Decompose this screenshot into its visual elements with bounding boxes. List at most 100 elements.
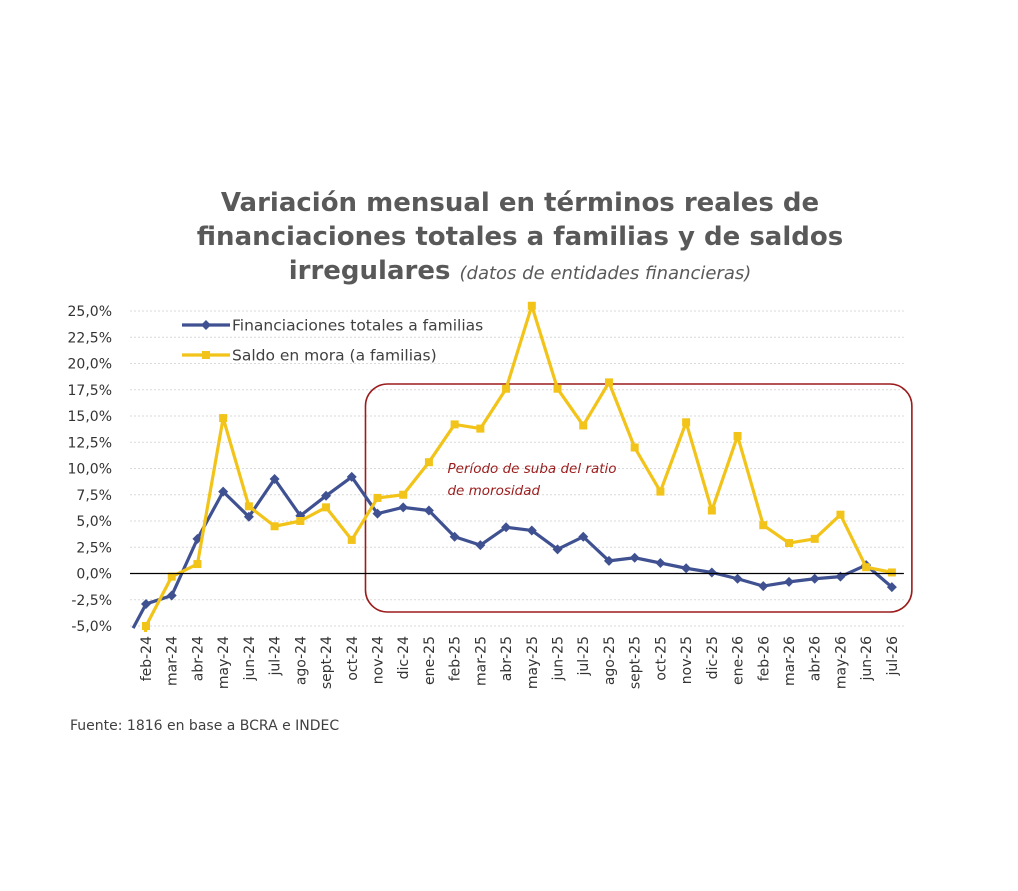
data-point-mora	[244, 502, 253, 511]
data-point-mora	[167, 572, 176, 581]
y-tick-label: -2,5%	[71, 593, 112, 609]
x-tick-label: oct-24	[345, 636, 361, 681]
data-point-mora	[579, 421, 588, 430]
x-tick-label: jun-24	[242, 636, 258, 682]
data-point-mora	[527, 301, 536, 310]
chart-subtitle: (datos de entidades financieras)	[459, 263, 752, 284]
source-note: Fuente: 1816 en base a BCRA e INDEC	[70, 718, 340, 734]
y-tick-label: 15,0%	[68, 409, 112, 425]
legend-label-financiaciones: Financiaciones totales a familias	[232, 317, 483, 335]
data-point-financiaciones	[886, 582, 897, 593]
data-point-mora	[836, 510, 845, 519]
data-point-mora	[887, 568, 896, 577]
x-tick-label: may-24	[216, 636, 232, 689]
x-tick-label: jul-24	[268, 636, 284, 677]
x-tick-label: feb-26	[756, 636, 772, 681]
data-point-mora	[553, 384, 562, 393]
annotation-line-2: de morosidad	[447, 483, 540, 499]
x-tick-label: jul-26	[885, 636, 901, 677]
data-point-financiaciones	[578, 531, 589, 542]
data-point-mora	[630, 443, 639, 452]
y-tick-label: 10,0%	[68, 462, 112, 478]
x-tick-label: feb-24	[139, 636, 155, 681]
annotation-line-1: Período de suba del ratio	[447, 461, 616, 477]
data-point-financiaciones	[706, 567, 717, 578]
x-tick-label: abr-25	[499, 636, 515, 681]
data-point-financiaciones	[758, 581, 769, 592]
x-tick-label: feb-25	[448, 636, 464, 681]
y-tick-label: -5,0%	[71, 619, 112, 635]
data-point-mora	[450, 420, 459, 429]
data-point-mora	[707, 506, 716, 515]
data-point-financiaciones	[552, 544, 563, 555]
data-point-mora	[322, 503, 331, 512]
x-tick-label: abr-26	[808, 636, 824, 681]
y-tick-label: 7,5%	[76, 488, 112, 504]
y-tick-label: 12,5%	[68, 435, 112, 451]
data-point-financiaciones	[732, 573, 743, 584]
x-tick-label: sept-24	[319, 636, 335, 689]
y-tick-label: 17,5%	[68, 383, 112, 399]
data-point-mora	[604, 378, 613, 387]
x-tick-label: ene-26	[731, 636, 747, 685]
data-point-financiaciones	[501, 522, 512, 533]
data-point-mora	[733, 431, 742, 440]
data-point-financiaciones	[372, 508, 383, 519]
legend-marker-mora	[202, 351, 210, 359]
data-point-mora	[399, 490, 408, 499]
data-point-financiaciones	[141, 598, 151, 609]
data-point-financiaciones	[166, 590, 177, 601]
data-point-mora	[810, 534, 819, 543]
y-tick-label: 2,5%	[76, 540, 112, 556]
legend-marker-financiaciones	[201, 320, 211, 330]
data-point-financiaciones	[243, 511, 254, 522]
data-point-mora	[373, 493, 382, 502]
data-point-financiaciones	[655, 558, 666, 568]
y-tick-label: 5,0%	[76, 514, 112, 530]
data-point-mora	[424, 458, 433, 467]
series-line-mora	[143, 304, 893, 632]
x-tick-label: jun-26	[859, 636, 875, 682]
data-point-financiaciones	[449, 531, 460, 542]
x-tick-label: mar-26	[782, 636, 798, 686]
data-point-financiaciones	[629, 552, 640, 563]
y-tick-label: 20,0%	[68, 357, 112, 373]
data-point-financiaciones	[269, 474, 280, 484]
data-point-mora	[682, 418, 691, 427]
x-tick-label: mar-24	[165, 636, 181, 686]
data-point-financiaciones	[321, 490, 332, 501]
data-point-mora	[785, 539, 793, 548]
data-point-financiaciones	[218, 486, 229, 497]
data-point-financiaciones	[603, 555, 614, 566]
x-tick-label: ago-25	[602, 636, 618, 685]
legend-label-mora: Saldo en mora (a familias)	[232, 347, 437, 365]
data-point-financiaciones	[784, 576, 794, 587]
x-tick-label: oct-25	[653, 636, 669, 681]
data-point-mora	[219, 414, 228, 423]
x-tick-label: abr-24	[190, 636, 206, 681]
x-tick-label: may-26	[833, 636, 849, 689]
data-point-mora	[476, 424, 485, 433]
data-point-financiaciones	[475, 540, 486, 551]
x-tick-label: may-25	[525, 636, 541, 689]
data-point-mora	[142, 622, 150, 630]
data-point-financiaciones	[681, 563, 692, 574]
data-point-financiaciones	[835, 571, 846, 582]
x-tick-label: ago-24	[293, 636, 309, 685]
data-point-mora	[656, 487, 665, 496]
x-tick-label: jul-25	[576, 636, 592, 677]
data-point-financiaciones	[423, 505, 434, 516]
data-point-mora	[270, 522, 279, 531]
data-point-financiaciones	[526, 525, 537, 536]
data-point-financiaciones	[398, 502, 409, 513]
data-point-mora	[296, 517, 305, 525]
x-tick-label: sept-25	[628, 636, 644, 689]
x-tick-label: mar-25	[473, 636, 489, 686]
x-tick-label: ene-25	[422, 636, 438, 685]
data-point-mora	[502, 384, 511, 393]
data-point-mora	[862, 563, 871, 572]
x-tick-label: nov-25	[679, 636, 695, 684]
data-point-financiaciones	[346, 471, 357, 482]
